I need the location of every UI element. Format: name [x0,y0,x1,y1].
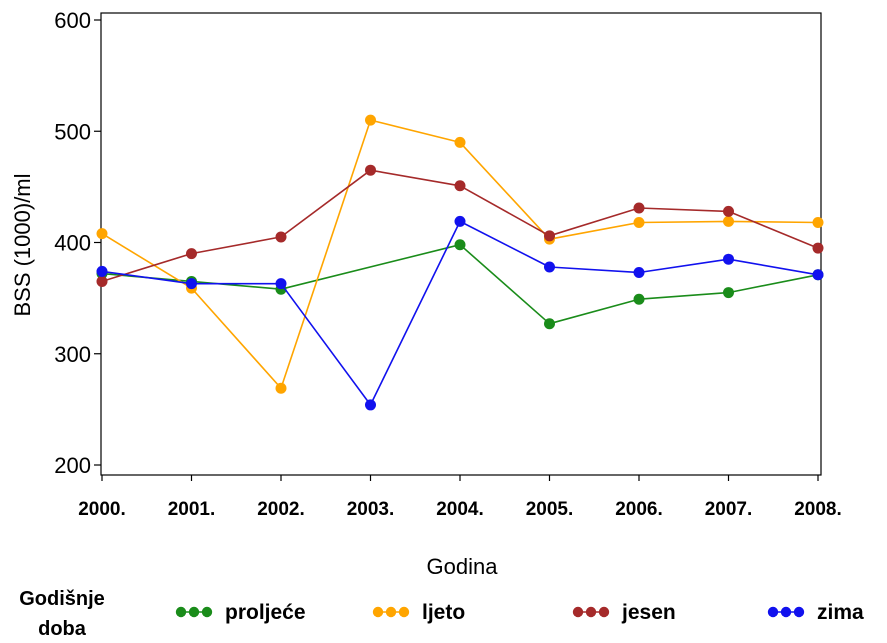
y-tick-label: 200 [54,453,91,478]
legend: Godišnje doba proljeće ljeto jesen zima [19,588,864,640]
x-axis: 2000. 2001. 2002. 2003. 2004. 2005. 2006. 2007.… [78,475,842,520]
x-tick-label: 2001. [168,499,216,520]
data-point [454,180,466,192]
legend-title-line-1: Godišnje [19,588,105,610]
x-axis-title: Godina [427,554,499,579]
data-point [454,239,466,251]
legend-item: zima [767,601,864,624]
x-tick-label: 2002. [257,499,305,520]
legend-item: proljeće [175,601,306,624]
data-point [275,382,287,394]
data-point [812,242,824,254]
data-point [454,136,466,148]
y-tick-label: 300 [54,342,91,367]
y-axis: 200 300 400 500 600 [54,8,101,478]
data-point [454,215,466,227]
data-point [812,216,824,228]
data-point [365,114,376,126]
legend-label: jesen [621,601,676,624]
legend-item: jesen [572,601,676,624]
data-point [633,216,645,228]
data-point [275,231,287,243]
series-layer [96,114,824,411]
series-ljeto [96,114,824,394]
y-tick-label: 400 [54,231,91,256]
y-axis-title: BSS (1000)/ml [10,173,35,316]
legend-items: proljeće ljeto jesen zima [175,601,864,624]
data-point [365,399,376,411]
x-tick-label: 2008. [794,499,842,520]
series-line [101,119,819,390]
data-point [723,253,734,265]
legend-label: ljeto [422,601,465,624]
data-point [544,261,555,273]
data-point [633,267,645,279]
x-tick-label: 2003. [347,499,395,520]
legend-title-line-2: doba [38,618,87,640]
data-point [723,287,734,299]
data-point [633,293,645,305]
legend-label: proljeće [225,601,306,624]
legend-label: zima [817,601,864,624]
data-point [544,318,555,330]
data-point [633,202,645,214]
x-tick-label: 2005. [526,499,574,520]
series-jesen [96,164,824,287]
data-point [96,228,108,240]
data-point [365,164,376,176]
data-point [186,248,197,260]
data-point [186,278,197,290]
x-tick-label: 2004. [436,499,484,520]
x-tick-label: 2007. [705,499,753,520]
data-point [723,205,734,217]
data-point [96,275,108,287]
y-tick-label: 600 [54,8,91,33]
series-zima [96,215,824,411]
x-tick-label: 2000. [78,499,126,520]
data-point [96,265,108,277]
data-point [544,230,555,242]
x-tick-label: 2006. [615,499,663,520]
data-point [723,215,734,227]
data-point [812,269,824,281]
legend-item: ljeto [372,601,465,624]
series-line [101,243,819,325]
y-tick-label: 500 [54,119,91,144]
data-point [275,278,287,290]
